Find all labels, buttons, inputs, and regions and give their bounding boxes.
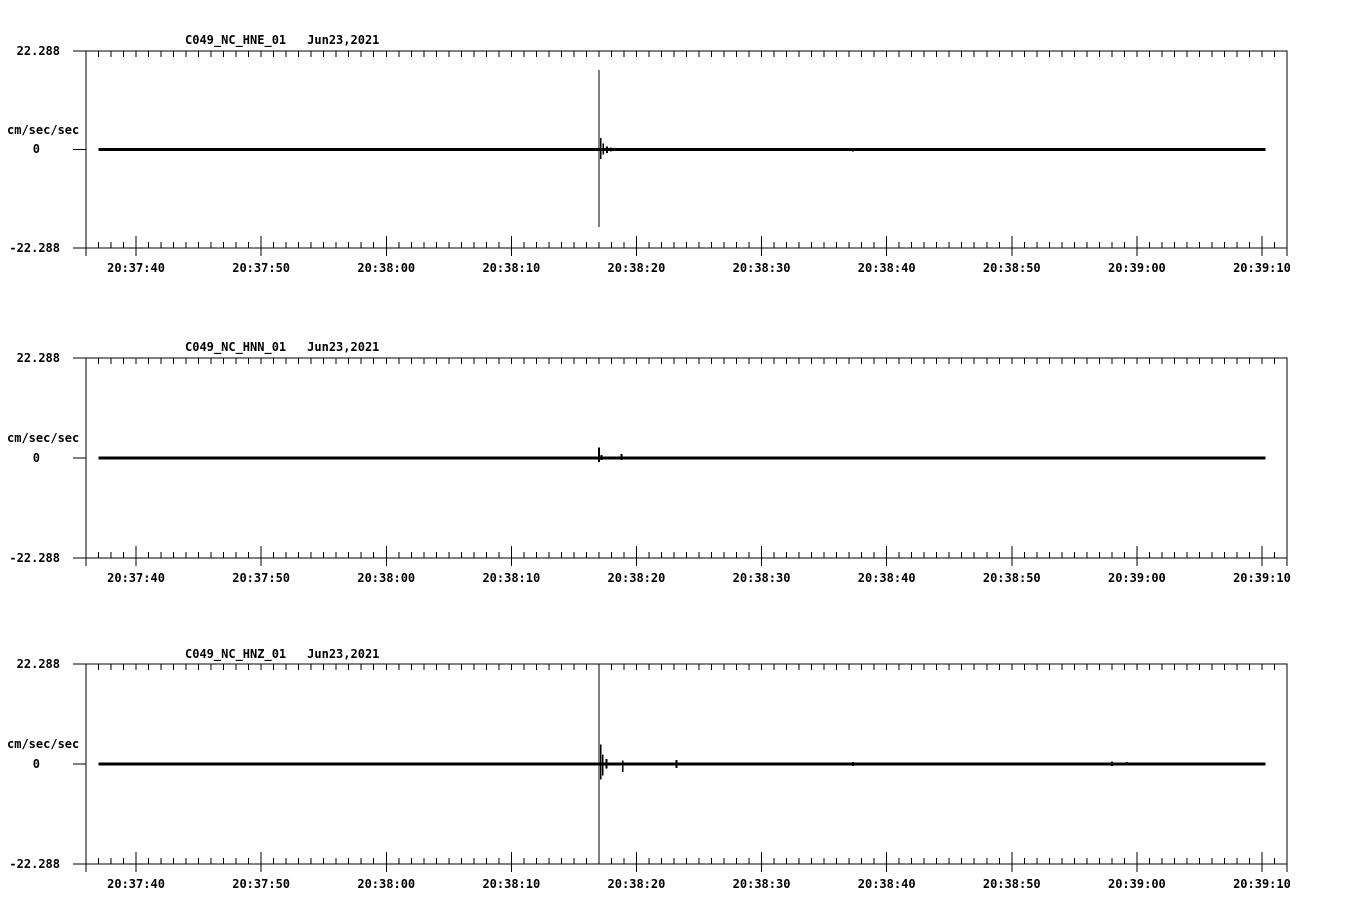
- panel-plot-hnn: [73, 357, 1288, 566]
- panel-hnz-title: C049_NC_HNZ_01 Jun23,2021: [185, 647, 379, 661]
- x-tick-label: 20:38:20: [607, 571, 666, 585]
- x-tick-label: 20:38:30: [732, 261, 791, 275]
- x-tick-label: 20:38:10: [482, 877, 541, 891]
- x-tick-label: 20:38:20: [607, 877, 666, 891]
- x-tick-label: 20:37:40: [107, 877, 165, 891]
- y-zero-label: 0: [32, 757, 40, 771]
- x-tick-label: 20:38:30: [732, 877, 791, 891]
- y-zero-label: 0: [32, 142, 40, 156]
- title-date-label: Jun23,2021: [307, 33, 380, 47]
- y-min-label: -22.288: [9, 241, 60, 255]
- y-unit-label: cm/sec/sec: [7, 737, 80, 751]
- x-tick-label: 20:38:00: [357, 261, 416, 275]
- panel-hne-title: C049_NC_HNE_01 Jun23,2021: [185, 33, 379, 47]
- x-tick-label: 20:37:40: [107, 261, 165, 275]
- x-tick-label: 20:38:50: [982, 571, 1041, 585]
- y-unit-label: cm/sec/sec: [7, 123, 80, 137]
- x-tick-label: 20:37:50: [232, 571, 291, 585]
- x-tick-label: 20:37:50: [232, 877, 291, 891]
- y-zero-label: 0: [32, 451, 40, 465]
- panel-plot-hnz: [73, 663, 1288, 872]
- panel-hnn-title: C049_NC_HNN_01 Jun23,2021: [185, 340, 379, 354]
- x-tick-label: 20:39:00: [1107, 877, 1166, 891]
- station-channel-label: C049_NC_HNZ_01: [185, 647, 287, 661]
- x-tick-label: 20:38:20: [607, 261, 666, 275]
- x-tick-label: 20:39:10: [1233, 571, 1291, 585]
- x-tick-label: 20:38:40: [857, 877, 916, 891]
- y-min-label: -22.288: [9, 857, 60, 871]
- x-tick-label: 20:37:40: [107, 571, 165, 585]
- x-tick-label: 20:39:00: [1107, 571, 1166, 585]
- panel-plot-hne: [73, 50, 1288, 256]
- x-tick-label: 20:39:00: [1107, 261, 1166, 275]
- x-tick-label: 20:38:10: [482, 261, 541, 275]
- x-tick-label: 20:37:50: [232, 261, 291, 275]
- title-date-label: Jun23,2021: [307, 647, 380, 661]
- x-tick-label: 20:39:10: [1233, 261, 1291, 275]
- x-tick-label: 20:39:10: [1233, 877, 1291, 891]
- station-channel-label: C049_NC_HNE_01: [185, 33, 287, 47]
- x-tick-label: 20:38:40: [857, 571, 916, 585]
- y-unit-label: cm/sec/sec: [7, 431, 80, 445]
- x-tick-label: 20:38:50: [982, 877, 1041, 891]
- y-max-label: 22.288: [16, 44, 60, 58]
- x-tick-label: 20:38:40: [857, 261, 916, 275]
- station-channel-label: C049_NC_HNN_01: [185, 340, 287, 354]
- title-date-label: Jun23,2021: [307, 340, 380, 354]
- y-max-label: 22.288: [16, 351, 60, 365]
- x-tick-label: 20:38:10: [482, 571, 541, 585]
- y-min-label: -22.288: [9, 551, 60, 565]
- x-tick-label: 20:38:00: [357, 877, 416, 891]
- x-tick-label: 20:38:30: [732, 571, 791, 585]
- x-tick-label: 20:38:00: [357, 571, 416, 585]
- x-tick-label: 20:38:50: [982, 261, 1041, 275]
- y-max-label: 22.288: [16, 657, 60, 671]
